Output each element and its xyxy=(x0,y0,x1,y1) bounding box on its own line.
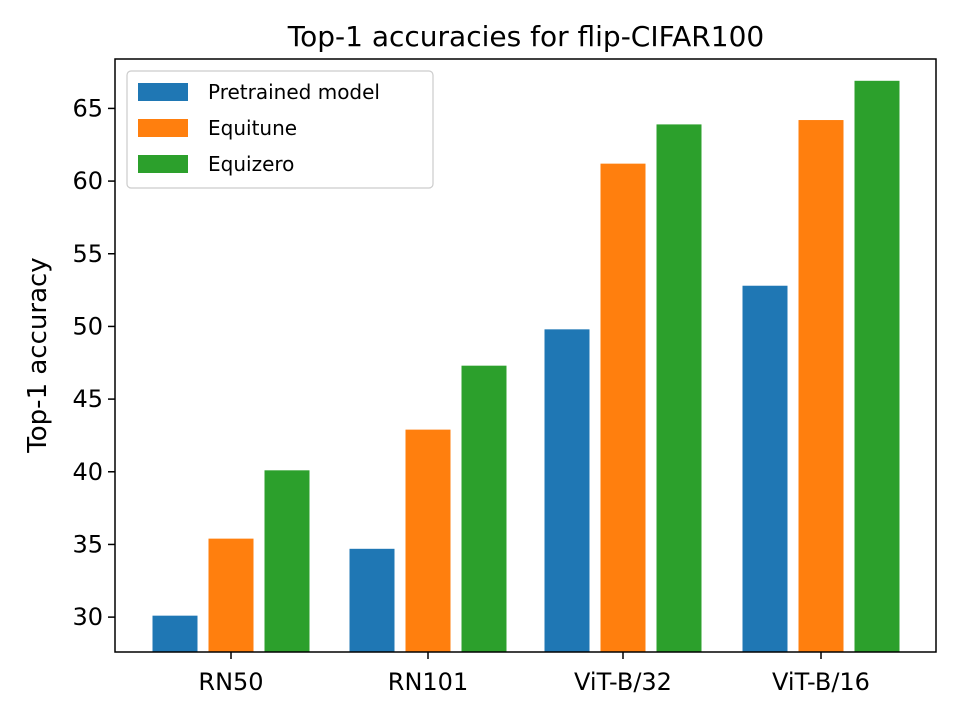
x-axis-ticks: RN50 RN101 ViT-B/32 ViT-B/16 xyxy=(198,652,870,696)
legend-swatch xyxy=(138,119,188,137)
chart-title: Top-1 accuracies for flip-CIFAR100 xyxy=(287,20,764,53)
legend-box xyxy=(126,70,434,189)
legend-label: Equizero xyxy=(208,152,294,176)
y-tick-label: 35 xyxy=(72,530,103,558)
legend: Pretrained model Equitune Equizero xyxy=(126,70,434,189)
bar-rn50-equizero xyxy=(264,470,310,652)
y-tick-label: 40 xyxy=(72,458,103,486)
y-tick-label: 55 xyxy=(72,240,103,268)
y-tick-label: 65 xyxy=(72,94,103,122)
bar-rn50-pretrained-model xyxy=(152,615,198,652)
bar-vit-b-16-equizero xyxy=(854,80,900,653)
plot-frame xyxy=(114,58,937,653)
bar-vit-b-16-pretrained-model xyxy=(742,285,788,652)
y-tick-label: 30 xyxy=(72,603,103,631)
x-tick-label: ViT-B/32 xyxy=(574,668,672,696)
legend-label: Pretrained model xyxy=(208,80,380,104)
y-axis-label: Top-1 accuracy xyxy=(23,257,53,453)
bars-group xyxy=(152,80,900,653)
x-tick-label: RN101 xyxy=(388,668,468,696)
x-tick-label: RN50 xyxy=(198,668,263,696)
legend-swatch xyxy=(138,155,188,173)
bar-rn101-pretrained-model xyxy=(349,548,395,652)
bar-rn101-equitune xyxy=(405,429,451,652)
legend-swatch xyxy=(138,83,188,101)
bar-vit-b-32-pretrained-model xyxy=(544,329,590,652)
bar-vit-b-32-equitune xyxy=(600,163,646,652)
legend-label: Equitune xyxy=(208,116,297,140)
y-tick-label: 45 xyxy=(72,385,103,413)
bar-vit-b-32-equizero xyxy=(656,124,702,652)
y-tick-label: 60 xyxy=(72,167,103,195)
bar-rn101-equizero xyxy=(461,365,507,652)
bar-rn50-equitune xyxy=(208,538,254,652)
y-axis-ticks: 30 35 40 45 50 55 60 65 xyxy=(72,94,115,631)
x-tick-label: ViT-B/16 xyxy=(772,668,870,696)
y-tick-label: 50 xyxy=(72,312,103,340)
bar-vit-b-16-equitune xyxy=(798,120,844,652)
